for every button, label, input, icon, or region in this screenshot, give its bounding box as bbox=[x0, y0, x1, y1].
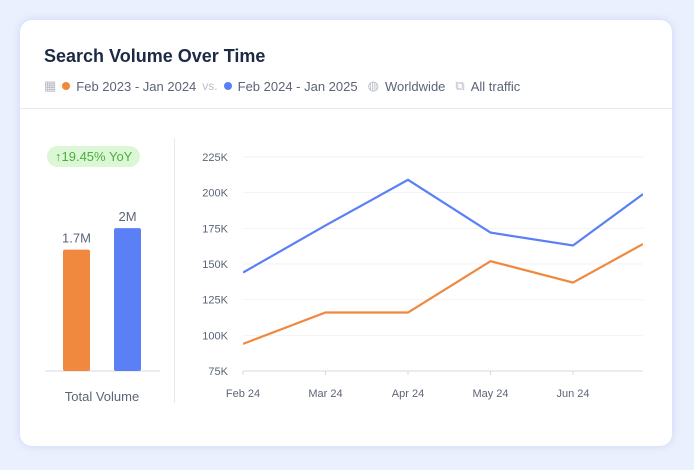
x-tick-label: Mar 24 bbox=[308, 388, 342, 400]
y-tick-label: 75K bbox=[208, 366, 228, 378]
range-a-dot bbox=[62, 82, 71, 90]
x-tick-label: Apr 24 bbox=[392, 388, 424, 400]
range-a[interactable]: Feb 2023 - Jan 2024 bbox=[76, 78, 197, 94]
location[interactable]: Worldwide bbox=[384, 78, 446, 94]
x-tick-label: May 24 bbox=[472, 388, 508, 400]
series-line bbox=[243, 178, 643, 274]
filters-row: ▦ Feb 2023 - Jan 2024 vs. Feb 2024 - Jan… bbox=[44, 78, 520, 94]
charts-svg: 1.7M 2M Total Volume 75K 100K 125K 150K 175K 200… bbox=[45, 152, 643, 404]
x-tick-label: Jun 24 bbox=[556, 388, 589, 400]
bar-x-label: Total Volume bbox=[65, 389, 139, 404]
volume-bar bbox=[63, 249, 90, 371]
bar-data-label: 1.7M bbox=[62, 231, 91, 246]
volume-bar bbox=[114, 228, 141, 371]
traffic[interactable]: All traffic bbox=[470, 78, 521, 94]
globe-icon: ◍ bbox=[367, 78, 379, 93]
calendar-icon: ▦ bbox=[44, 78, 57, 93]
range-b[interactable]: Feb 2024 - Jan 2025 bbox=[237, 78, 358, 94]
bar-data-label: 2M bbox=[118, 209, 136, 224]
vs-label: vs. bbox=[202, 79, 218, 93]
y-tick-label: 200K bbox=[202, 188, 228, 200]
series-line bbox=[243, 243, 643, 345]
y-tick-label: 225K bbox=[202, 152, 228, 164]
search-volume-card: Search Volume Over Time ▦ Feb 2023 - Jan… bbox=[20, 20, 672, 446]
panel-divider bbox=[174, 138, 175, 403]
devices-icon: ⧉ bbox=[455, 78, 465, 93]
yoy-badge: ↑19.45% YoY bbox=[47, 146, 141, 167]
x-tick-label: Feb 24 bbox=[226, 388, 260, 400]
range-b-dot bbox=[223, 82, 232, 90]
y-tick-label: 100K bbox=[202, 330, 228, 342]
y-tick-label: 125K bbox=[202, 295, 228, 307]
y-tick-label: 175K bbox=[202, 223, 228, 235]
header-divider bbox=[20, 108, 672, 109]
y-tick-label: 150K bbox=[202, 259, 228, 271]
card-title: Search Volume Over Time bbox=[44, 46, 266, 66]
